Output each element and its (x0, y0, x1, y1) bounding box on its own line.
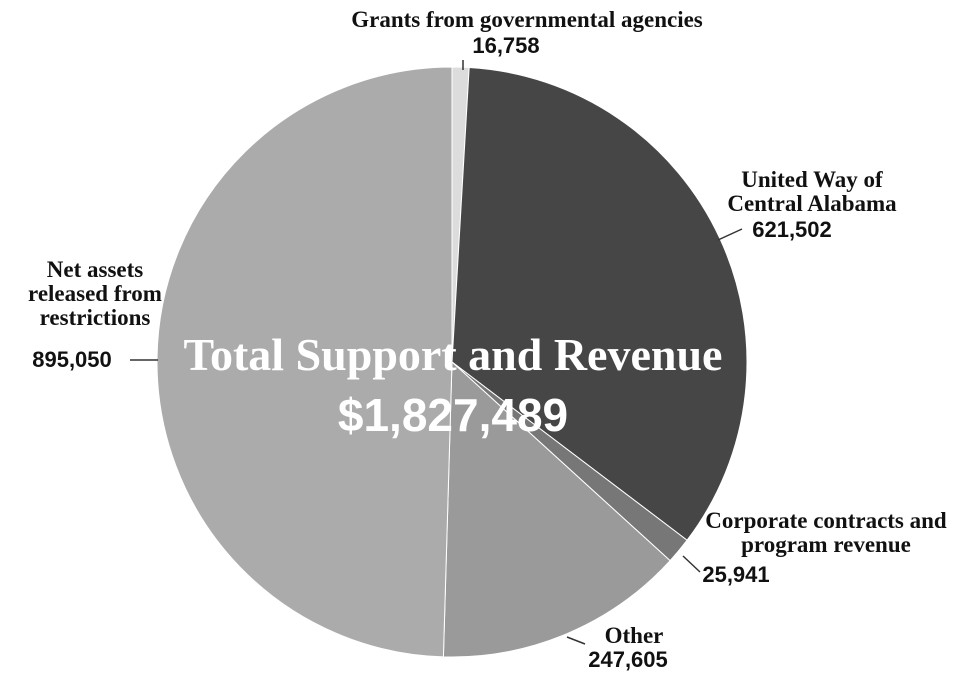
value-label: 16,758 (472, 33, 540, 58)
slice-label: Grants from governmental agencies (351, 7, 703, 32)
value-label: 895,050 (32, 347, 112, 372)
leader-lines (130, 60, 743, 645)
slice-label: Net assets released from restrictions (28, 257, 162, 330)
center-value: $1,827,489 (337, 389, 569, 441)
slice-label: Other (604, 623, 664, 648)
leader-line (682, 555, 701, 573)
leader-line (717, 228, 743, 241)
leader-line (566, 636, 586, 645)
value-label: 621,502 (752, 217, 832, 242)
slice-label: United Way of Central Alabama (727, 167, 897, 216)
pie-slice (442, 360, 671, 658)
pie-slice (156, 66, 453, 658)
value-label: 25,941 (702, 562, 770, 587)
value-label: 247,605 (588, 647, 668, 672)
slice-label: Corporate contracts and program revenue (705, 508, 947, 557)
center-title: Total Support and Revenue (183, 329, 723, 380)
